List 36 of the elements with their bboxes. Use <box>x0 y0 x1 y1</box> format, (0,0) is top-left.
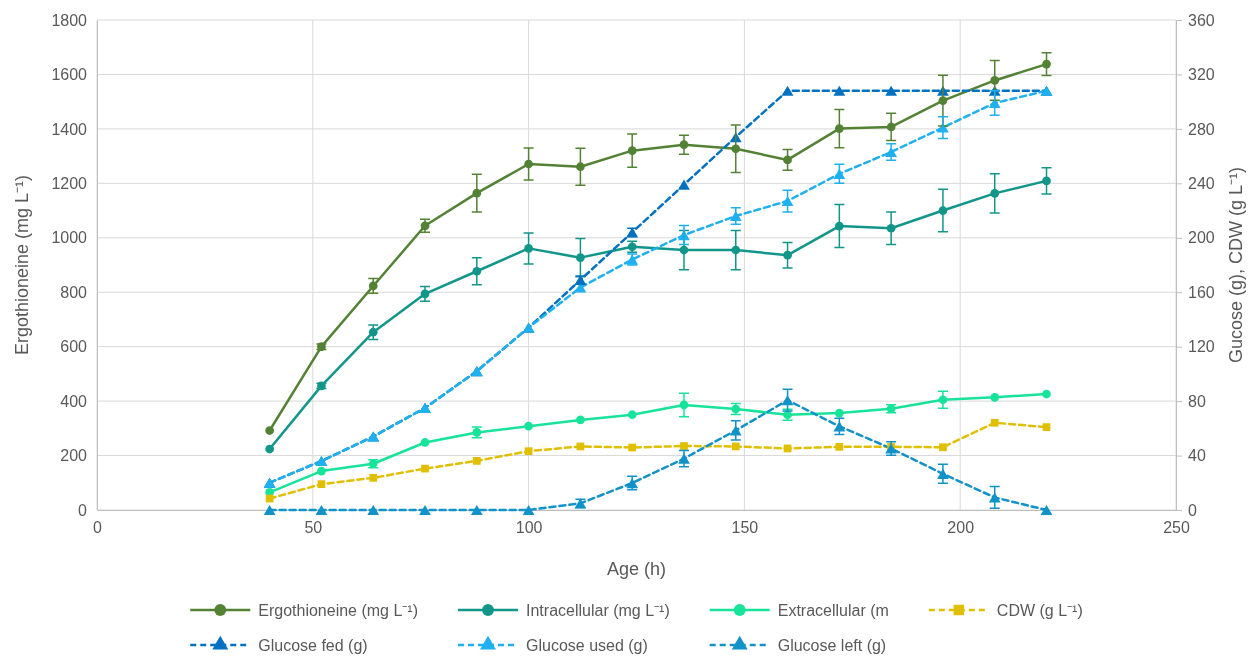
y2-tick-label: 240 <box>1188 174 1215 192</box>
legend-label: Glucose used (g) <box>526 637 648 654</box>
y-tick-label: 1600 <box>51 66 88 84</box>
x-tick-label: 0 <box>93 519 103 537</box>
x-tick-label: 200 <box>947 519 975 537</box>
y-tick-label: 1000 <box>51 229 88 247</box>
y-tick-label: 1400 <box>51 120 88 138</box>
y-tick-label: 200 <box>60 447 88 465</box>
y2-tick-label: 40 <box>1188 447 1206 465</box>
x-tick-label: 250 <box>1163 519 1190 537</box>
y2-tick-label: 80 <box>1188 392 1206 410</box>
y-tick-label: 0 <box>78 501 88 519</box>
y-tick-label: 600 <box>60 338 88 356</box>
y-tick-label: 400 <box>60 392 88 410</box>
y2-tick-label: 120 <box>1188 338 1215 356</box>
y2-tick-label: 360 <box>1188 11 1215 29</box>
x-tick-label: 150 <box>731 519 759 537</box>
y-tick-label: 1800 <box>51 11 88 29</box>
x-tick-label: 50 <box>304 519 323 537</box>
y2-tick-label: 280 <box>1188 120 1215 138</box>
y2-tick-label: 320 <box>1188 66 1215 84</box>
y-tick-label: 1200 <box>51 174 88 192</box>
legend-label: Glucose fed (g) <box>258 637 368 654</box>
y2-tick-label: 160 <box>1188 283 1215 301</box>
legend-label: Glucose left (g) <box>777 637 887 654</box>
legend-label: Extracellular (m <box>777 602 889 619</box>
y2-axis-title: Gucose (g), CDW (g L⁻¹) <box>1226 166 1246 364</box>
x-axis-title: Age (h) <box>606 559 667 579</box>
y2-tick-label: 200 <box>1188 229 1215 247</box>
x-tick-label: 100 <box>515 519 543 537</box>
y-tick-label: 800 <box>60 283 88 301</box>
y-axis-title: Ergothioneine (mg L⁻¹) <box>12 174 32 356</box>
y2-tick-label: 0 <box>1188 501 1197 519</box>
legend-label: Intracellular (mg L⁻¹) <box>526 602 670 619</box>
legend-label: Ergothioneine (mg L⁻¹) <box>258 602 419 619</box>
legend-label: CDW (g L⁻¹) <box>996 602 1083 619</box>
